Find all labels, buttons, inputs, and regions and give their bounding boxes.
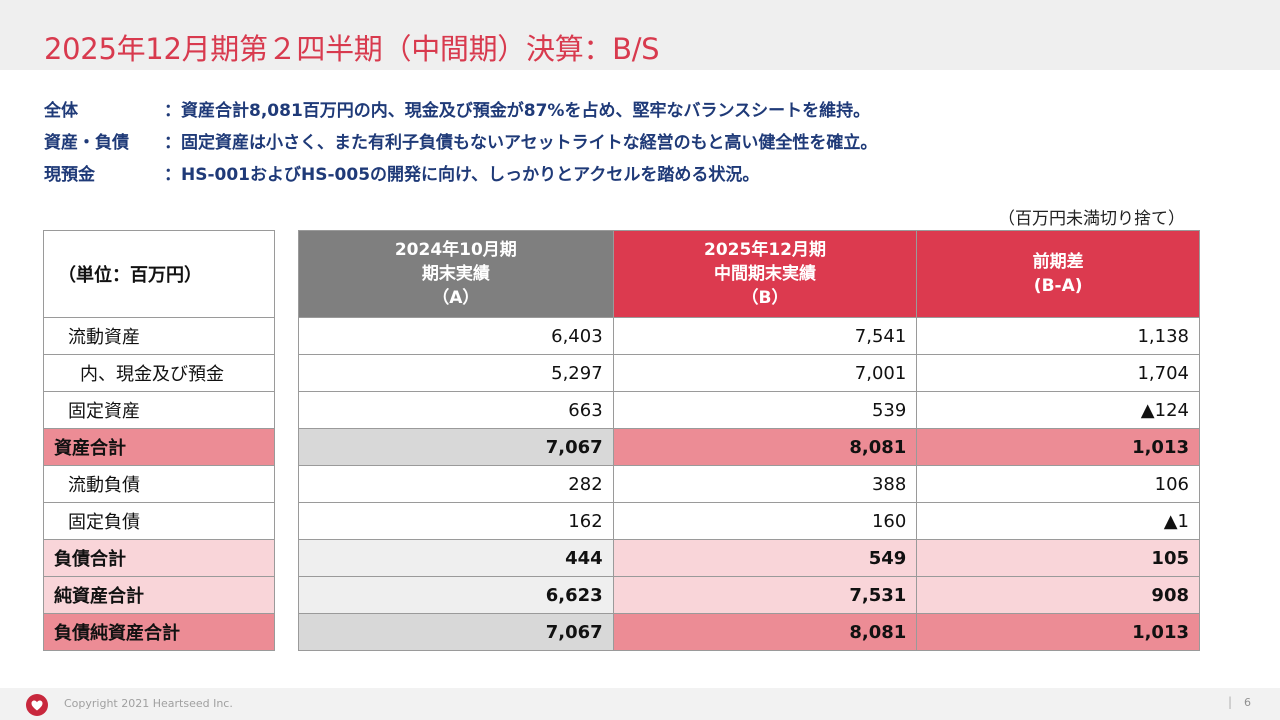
cell-diff: 1,013 [916, 613, 1200, 651]
col-header-line: (B-A) [1033, 276, 1083, 296]
col-header-current-period: 2025年12月期 中間期末実績 （B） [612, 230, 918, 318]
cell-prior: 444 [298, 539, 614, 577]
summary-row: 現預金 ：HS-001およびHS-005の開発に向け、しっかりとアクセルを踏める… [44, 156, 1234, 188]
cell-prior: 7,067 [298, 428, 614, 466]
table-row: （単位：百万円） [43, 230, 275, 318]
cell-current: 7,541 [612, 317, 918, 355]
row-label: 固定資産 [43, 391, 275, 429]
cell-current: 8,081 [612, 613, 918, 651]
table-row: 162 160 ▲1 [298, 502, 1200, 540]
table-row: 固定資産 [43, 391, 275, 429]
cell-diff: 105 [916, 539, 1200, 577]
col-header-line: 期末実績 [421, 264, 490, 284]
summary-text: ：資産合計8,081百万円の内、現金及び預金が87%を占め、堅牢なバランスシート… [164, 100, 871, 121]
cell-current: 388 [612, 465, 918, 503]
table-row: 6,623 7,531 908 [298, 576, 1200, 614]
col-header-line: （B） [741, 288, 789, 308]
table-row: 負債合計 [43, 539, 275, 577]
table-row: 資産合計 [43, 428, 275, 466]
row-label: 固定負債 [43, 502, 275, 540]
row-label: 流動負債 [43, 465, 275, 503]
cell-prior: 6,623 [298, 576, 614, 614]
summary-text: ：固定資産は小さく、また有利子負債もないアセットライトな経営のもと高い健全性を確… [164, 132, 878, 153]
cell-current: 8,081 [612, 428, 918, 466]
cell-prior: 7,067 [298, 613, 614, 651]
balance-sheet-table: 2024年10月期 期末実績 （A） 2025年12月期 中間期末実績 （B） … [298, 230, 1200, 651]
summary-block: 全体 ：資産合計8,081百万円の内、現金及び預金が87%を占め、堅牢なバランス… [44, 92, 1234, 188]
cell-diff: 1,138 [916, 317, 1200, 355]
table-row: 固定負債 [43, 502, 275, 540]
row-label: 内、現金及び預金 [43, 354, 275, 392]
table-row: 流動負債 [43, 465, 275, 503]
cell-diff: 908 [916, 576, 1200, 614]
title-bar: 2025年12月期第２四半期（中間期）決算：B/S [0, 0, 1280, 70]
col-header-line: （A） [432, 288, 480, 308]
page-number: 6 [1244, 696, 1251, 709]
col-header-line: 2024年10月期 [394, 240, 517, 260]
cell-prior: 663 [298, 391, 614, 429]
cell-diff: 106 [916, 465, 1200, 503]
summary-label: 現預金 [44, 164, 95, 185]
unit-label-cell: （単位：百万円） [43, 230, 275, 318]
copyright-text: Copyright 2021 Heartseed Inc. [64, 697, 233, 710]
row-label-table: （単位：百万円） 流動資産 内、現金及び預金 固定資産 資産合計 流動負債 固定… [43, 230, 275, 651]
table-row: 663 539 ▲124 [298, 391, 1200, 429]
col-header-difference: 前期差 (B-A) [916, 230, 1200, 318]
row-label: 純資産合計 [43, 576, 275, 614]
col-header-line: 2025年12月期 [704, 240, 826, 260]
row-label: 資産合計 [43, 428, 275, 466]
summary-label: 資産・負債 [44, 132, 129, 153]
table-row: 6,403 7,541 1,138 [298, 317, 1200, 355]
table-row: 5,297 7,001 1,704 [298, 354, 1200, 392]
cell-prior: 6,403 [298, 317, 614, 355]
table-row: 444 549 105 [298, 539, 1200, 577]
table-header-row: 2024年10月期 期末実績 （A） 2025年12月期 中間期末実績 （B） … [298, 230, 1200, 318]
cell-diff: 1,704 [916, 354, 1200, 392]
table-row: 282 388 106 [298, 465, 1200, 503]
cell-diff: ▲124 [916, 391, 1200, 429]
cell-diff: 1,013 [916, 428, 1200, 466]
cell-current: 160 [612, 502, 918, 540]
col-header-line: 中間期末実績 [713, 264, 816, 284]
page-separator: | [1228, 695, 1233, 709]
page-title: 2025年12月期第２四半期（中間期）決算：B/S [44, 32, 660, 66]
table-row: 7,067 8,081 1,013 [298, 428, 1200, 466]
table-row: 7,067 8,081 1,013 [298, 613, 1200, 651]
cell-current: 549 [612, 539, 918, 577]
summary-label: 全体 [44, 100, 78, 121]
cell-prior: 162 [298, 502, 614, 540]
table-row: 負債純資産合計 [43, 613, 275, 651]
table-row: 純資産合計 [43, 576, 275, 614]
row-label: 負債合計 [43, 539, 275, 577]
cell-prior: 5,297 [298, 354, 614, 392]
summary-row: 資産・負債 ：固定資産は小さく、また有利子負債もないアセットライトな経営のもと高… [44, 124, 1234, 156]
footer: Copyright 2021 Heartseed Inc. | 6 [0, 688, 1280, 720]
summary-row: 全体 ：資産合計8,081百万円の内、現金及び預金が87%を占め、堅牢なバランス… [44, 92, 1234, 124]
cell-diff: ▲1 [916, 502, 1200, 540]
cell-current: 7,001 [612, 354, 918, 392]
col-header-line: 前期差 [1032, 252, 1084, 272]
col-header-prior-period: 2024年10月期 期末実績 （A） [298, 230, 614, 318]
table-row: 内、現金及び預金 [43, 354, 275, 392]
cell-current: 539 [612, 391, 918, 429]
summary-text: ：HS-001およびHS-005の開発に向け、しっかりとアクセルを踏める状況。 [164, 164, 760, 185]
row-label: 負債純資産合計 [43, 613, 275, 651]
cell-prior: 282 [298, 465, 614, 503]
unit-note: （百万円未満切り捨て） [998, 209, 1185, 229]
heart-logo-icon [26, 694, 48, 716]
row-label: 流動資産 [43, 317, 275, 355]
table-row: 流動資産 [43, 317, 275, 355]
cell-current: 7,531 [612, 576, 918, 614]
